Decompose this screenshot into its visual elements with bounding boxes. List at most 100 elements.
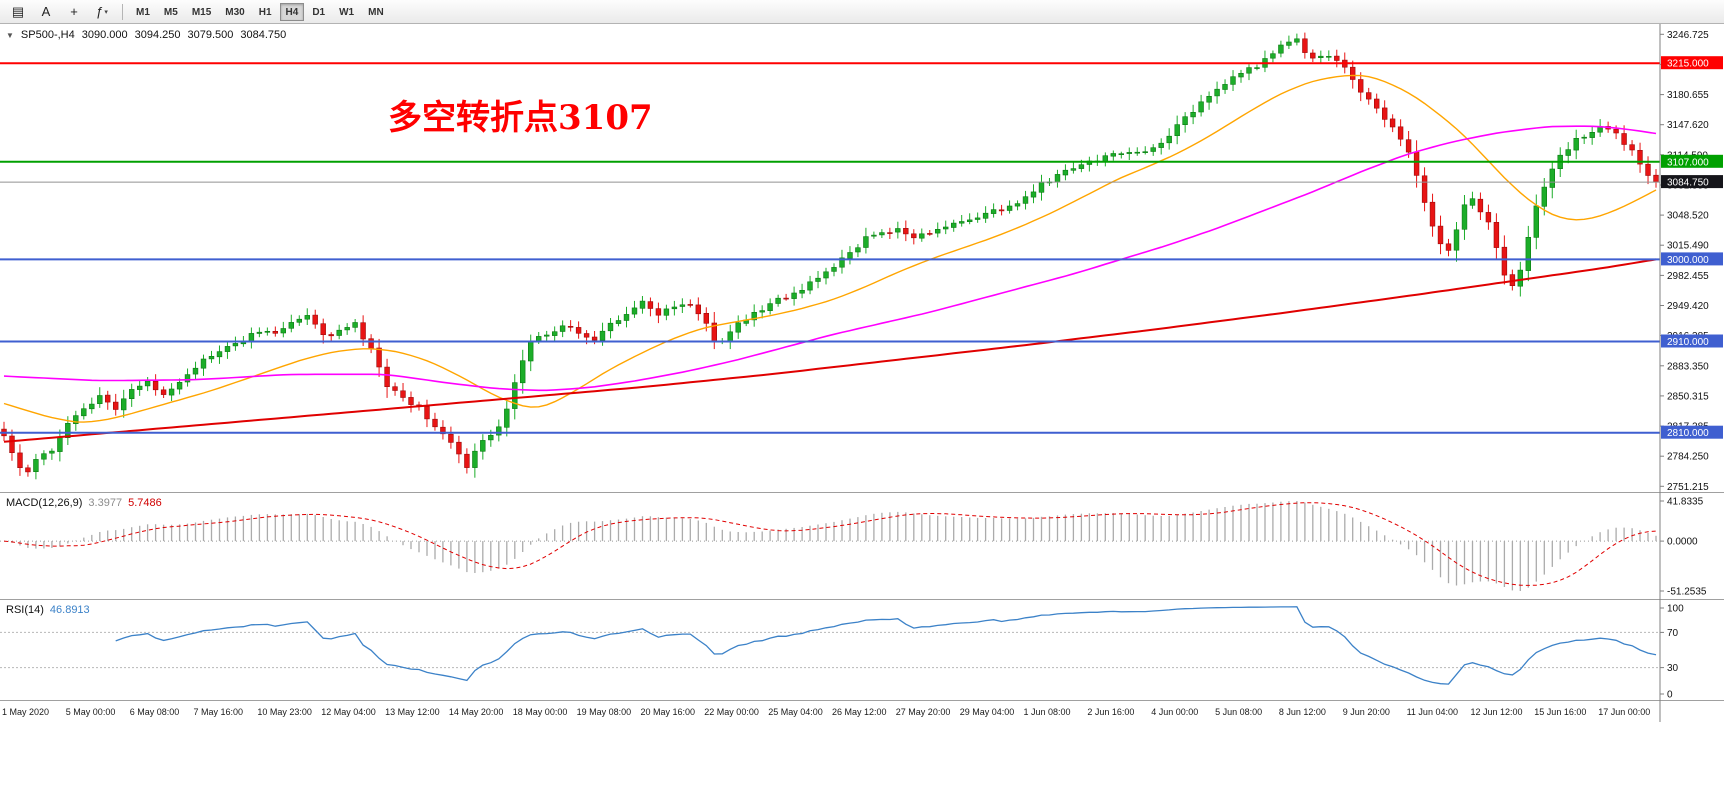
svg-text:3107.000: 3107.000 — [1667, 157, 1709, 168]
svg-text:18 May 00:00: 18 May 00:00 — [513, 707, 568, 717]
svg-text:2751.215: 2751.215 — [1667, 482, 1709, 493]
collapse-arrow-icon[interactable]: ▼ — [6, 30, 14, 40]
svg-text:70: 70 — [1667, 628, 1679, 639]
svg-text:12 May 04:00: 12 May 04:00 — [321, 707, 376, 717]
timeframe-button-m15[interactable]: M15 — [191, 6, 212, 18]
toolbar-separator — [122, 3, 123, 20]
timeframe-button-mn[interactable]: MN — [368, 6, 384, 18]
low-value: 3079.500 — [187, 29, 234, 41]
svg-text:2 Jun 16:00: 2 Jun 16:00 — [1087, 707, 1134, 717]
candles-layer — [1, 32, 1659, 480]
timeframe-toolbar: M1 M5 M15 M30 H1 H4 D1 W1 MN — [129, 2, 391, 21]
ma-mid-magenta — [3, 125, 1657, 392]
svg-text:-51.2535: -51.2535 — [1667, 587, 1707, 598]
time-axis[interactable]: 1 May 2020 5 May 00:00 6 May 08:00 7 May 16… — [2, 707, 1650, 717]
support-line-2810-tag — [1661, 425, 1723, 439]
svg-text:14 May 20:00: 14 May 20:00 — [449, 707, 504, 717]
svg-text:22 May 00:00: 22 May 00:00 — [704, 707, 759, 717]
support-line-3000-tag — [1661, 252, 1723, 266]
svg-text:3000.000: 3000.000 — [1667, 255, 1709, 266]
pivot-line-3107-tag — [1661, 154, 1723, 168]
svg-text:2784.250: 2784.250 — [1667, 452, 1709, 463]
rsi-label: RSI(14) — [6, 604, 44, 616]
svg-text:6 May 08:00: 6 May 08:00 — [130, 707, 180, 717]
svg-text:11 Jun 04:00: 11 Jun 04:00 — [1407, 707, 1458, 717]
chart-window-icon[interactable]: ▤ — [11, 3, 25, 19]
rsi-panel — [0, 606, 1660, 685]
resistance-line-3215-tag — [1661, 56, 1723, 70]
svg-text:10 May 23:00: 10 May 23:00 — [257, 707, 312, 717]
open-value: 3090.000 — [81, 29, 128, 41]
ma-fast-orange — [3, 74, 1657, 423]
rsi-line — [115, 606, 1657, 685]
close-value: 3084.750 — [240, 29, 287, 41]
timeframe-button-d1[interactable]: D1 — [312, 6, 326, 18]
timeframe-button-m5[interactable]: M5 — [163, 6, 178, 18]
svg-text:3015.490: 3015.490 — [1667, 241, 1709, 252]
macd-indicator-label: MACD(12,26,9) 3.3977 5.7486 — [6, 497, 162, 509]
current-price-line-tag — [1661, 175, 1723, 189]
support-line-2910-tag — [1661, 334, 1723, 348]
chart-annotation-text[interactable]: 多空转折点3107 — [388, 98, 653, 138]
price-axis[interactable]: 3246.7253213.6903180.6553147.6203114.590… — [1659, 24, 1723, 722]
svg-text:5 Jun 08:00: 5 Jun 08:00 — [1215, 707, 1262, 717]
tools-group: ▤ A + ƒ ▾ — [4, 1, 116, 23]
svg-text:3147.620: 3147.620 — [1667, 120, 1709, 131]
svg-text:25 May 04:00: 25 May 04:00 — [768, 707, 823, 717]
svg-text:8 Jun 12:00: 8 Jun 12:00 — [1279, 707, 1326, 717]
timeframe-button-h4[interactable]: H4 — [279, 2, 305, 21]
macd-main-value: 3.3977 — [88, 497, 123, 509]
symbol-label: SP500-,H4 — [20, 29, 75, 41]
svg-text:2810.000: 2810.000 — [1667, 428, 1709, 439]
svg-text:3246.725: 3246.725 — [1667, 30, 1709, 41]
svg-text:7 May 16:00: 7 May 16:00 — [194, 707, 244, 717]
svg-text:3215.000: 3215.000 — [1667, 59, 1709, 70]
svg-text:2910.000: 2910.000 — [1667, 337, 1709, 348]
svg-text:12 Jun 12:00: 12 Jun 12:00 — [1471, 707, 1523, 717]
macd-panel — [0, 501, 1660, 591]
svg-text:15 Jun 16:00: 15 Jun 16:00 — [1534, 707, 1586, 717]
svg-text:2949.420: 2949.420 — [1667, 301, 1709, 312]
text-label-tool[interactable]: A — [41, 4, 51, 19]
svg-text:3084.750: 3084.750 — [1667, 178, 1709, 189]
svg-text:27 May 20:00: 27 May 20:00 — [896, 707, 951, 717]
svg-text:0: 0 — [1667, 690, 1673, 701]
ma-slow-red — [3, 258, 1657, 443]
rsi-value: 46.8913 — [49, 604, 90, 616]
chart-canvas[interactable]: 3246.7253213.6903180.6553147.6203114.590… — [0, 24, 1724, 793]
svg-text:100: 100 — [1667, 604, 1684, 615]
high-value: 3094.250 — [134, 29, 181, 41]
svg-text:17 Jun 00:00: 17 Jun 00:00 — [1598, 707, 1650, 717]
svg-text:3180.655: 3180.655 — [1667, 90, 1709, 101]
chart-ohlc-header: ▼ SP500-,H4 3090.000 3094.250 3079.500 3… — [6, 29, 286, 41]
svg-text:2883.350: 2883.350 — [1667, 361, 1709, 372]
svg-text:9 Jun 20:00: 9 Jun 20:00 — [1343, 707, 1390, 717]
top-toolbar: ▤ A + ƒ ▾ M1 M5 M15 M30 H1 H4 D1 W1 MN — [0, 0, 1724, 24]
timeframe-button-m30[interactable]: M30 — [225, 6, 245, 18]
timeframe-button-w1[interactable]: W1 — [339, 6, 355, 18]
macd-signal-line — [3, 502, 1657, 586]
svg-text:41.8335: 41.8335 — [1667, 497, 1704, 508]
svg-text:0.0000: 0.0000 — [1667, 537, 1698, 548]
macd-label: MACD(12,26,9) — [6, 497, 83, 509]
macd-signal-value: 5.7486 — [128, 497, 162, 509]
svg-text:1 Jun 08:00: 1 Jun 08:00 — [1024, 707, 1071, 717]
indicators-dropdown[interactable]: ƒ ▾ — [96, 4, 108, 19]
svg-text:4 Jun 00:00: 4 Jun 00:00 — [1151, 707, 1198, 717]
svg-text:5 May 00:00: 5 May 00:00 — [66, 707, 116, 717]
timeframe-button-h1[interactable]: H1 — [258, 6, 272, 18]
svg-text:29 May 04:00: 29 May 04:00 — [960, 707, 1015, 717]
svg-text:2982.455: 2982.455 — [1667, 271, 1709, 282]
svg-text:30: 30 — [1667, 663, 1679, 674]
svg-text:26 May 12:00: 26 May 12:00 — [832, 707, 887, 717]
svg-text:20 May 16:00: 20 May 16:00 — [641, 707, 696, 717]
rsi-indicator-label: RSI(14) 46.8913 — [6, 604, 90, 616]
svg-text:19 May 08:00: 19 May 08:00 — [577, 707, 632, 717]
svg-text:1 May 2020: 1 May 2020 — [2, 707, 49, 717]
svg-text:13 May 12:00: 13 May 12:00 — [385, 707, 440, 717]
svg-text:3048.520: 3048.520 — [1667, 211, 1709, 222]
crosshair-tool[interactable]: + — [70, 4, 78, 19]
timeframe-button-m1[interactable]: M1 — [136, 6, 150, 18]
svg-text:2850.315: 2850.315 — [1667, 391, 1709, 402]
